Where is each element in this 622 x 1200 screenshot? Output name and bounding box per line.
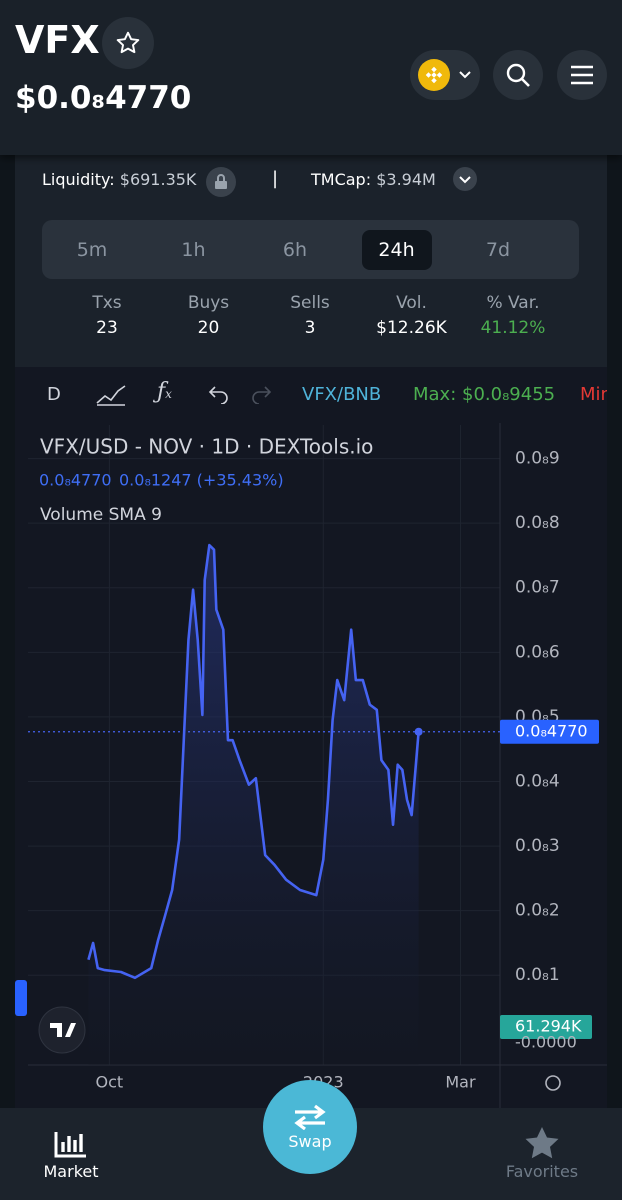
nav-market[interactable]: Market xyxy=(43,1162,99,1181)
lock-icon xyxy=(206,167,236,197)
y-tick-label: 0.0₈9 xyxy=(515,449,560,469)
min-label: Min xyxy=(580,384,607,405)
stat-label: % Var. xyxy=(486,293,540,313)
menu-button[interactable] xyxy=(557,50,607,100)
header: VFX $0.0₈4770 xyxy=(0,0,622,155)
stat-value: 41.12% xyxy=(480,318,546,338)
max-label: Max: xyxy=(413,384,457,405)
x-tick-label: Oct xyxy=(96,1073,124,1092)
settings-icon xyxy=(545,1075,561,1091)
y-tick-label: 0.0₈7 xyxy=(515,578,560,598)
side-toggle xyxy=(15,980,27,1016)
last-price-label: 0.0₈4770 xyxy=(515,721,588,740)
timeframe-tab[interactable]: 6h xyxy=(282,239,308,261)
last-price-badge xyxy=(500,719,599,744)
indicators-button[interactable]: ƒx xyxy=(157,379,172,404)
y-tick-label: 0.0₈6 xyxy=(515,642,560,662)
price-line xyxy=(87,543,420,980)
tmcap: TMCap: $3.94M xyxy=(311,170,436,189)
volume-axis-label: -0.0000 xyxy=(515,1033,577,1052)
tmcap-value: $3.94M xyxy=(376,170,436,189)
symbol: VFX xyxy=(15,18,100,62)
stat-value: $12.26K xyxy=(376,318,447,338)
search-button[interactable] xyxy=(493,50,543,100)
stat-label: Buys xyxy=(187,293,230,313)
swap-label: Swap xyxy=(288,1131,332,1151)
chart-type-icon[interactable] xyxy=(95,381,127,407)
tradingview-mark xyxy=(50,1023,76,1037)
favorite-button[interactable] xyxy=(102,17,154,69)
max-value: $0.0₈9455 xyxy=(462,384,556,405)
x-tick-label: Mar xyxy=(445,1073,476,1092)
liquidity-label: Liquidity: xyxy=(42,170,115,189)
search-icon xyxy=(506,63,530,87)
bnb-logo xyxy=(425,66,443,84)
stat-value: 23 xyxy=(96,318,118,338)
y-tick-label: 0.0₈1 xyxy=(515,965,560,985)
stat-label: Txs xyxy=(92,293,122,313)
y-tick-label: 0.0₈4 xyxy=(515,771,560,791)
swap-button[interactable]: Swap xyxy=(263,1080,357,1174)
expand-button[interactable] xyxy=(453,167,477,191)
volume-badge-label: 61.294K xyxy=(515,1017,582,1036)
swap-icon xyxy=(294,1104,326,1130)
nav-favorites[interactable]: Favorites xyxy=(505,1162,579,1181)
stats: Txs 23 Buys 20 Sells 3 Vol. $12.26K % Var. 41.12% xyxy=(15,293,607,353)
chevron xyxy=(459,71,471,79)
legend-price: 0.0₈4770 xyxy=(39,471,112,490)
timeframe-tab[interactable]: 7d xyxy=(485,239,511,261)
separator: | xyxy=(272,168,279,189)
stat-label: Sells xyxy=(290,293,330,313)
timeframe-tab[interactable]: 1h xyxy=(181,239,206,261)
price: $0.0₈4770 xyxy=(15,80,192,116)
area-fill xyxy=(88,545,419,1065)
max: Max: $0.0₈9455 xyxy=(413,384,555,405)
stat-label: Vol. xyxy=(396,293,427,313)
legend-title: VFX/USD - NOV · 1D · DEXTools.io xyxy=(40,435,373,459)
chart-toolbar: D ƒx VFX/BNB Max: $0.0₈9455 Min xyxy=(15,367,607,423)
legend-volume: Volume SMA 9 xyxy=(40,505,162,525)
liquidity-value: $691.35K xyxy=(119,170,197,189)
info-panel: Liquidity: $691.35K | TMCap: $3.94M 5m 1h… xyxy=(15,155,607,367)
star-icon xyxy=(116,31,140,54)
chevron xyxy=(459,175,471,183)
volume-badge xyxy=(500,1015,592,1039)
liquidity: Liquidity: $691.35K xyxy=(42,170,196,189)
timeframe-tab[interactable]: 24h xyxy=(361,230,432,270)
price-chart: 0.0₈10.0₈20.0₈30.0₈40.0₈50.0₈60.0₈70.0₈8… xyxy=(15,423,607,1108)
market-icon xyxy=(54,1132,86,1158)
tmcap-label: TMCap: xyxy=(311,170,372,189)
interval-button[interactable]: D xyxy=(47,384,61,405)
menu-icon xyxy=(571,65,593,85)
timeframe-tabs: 5m 1h 6h 24h 7d xyxy=(42,220,579,279)
stat-value: 3 xyxy=(304,318,316,338)
chain-selector[interactable] xyxy=(410,50,480,100)
favorites-icon xyxy=(525,1127,559,1159)
lock-glyph xyxy=(215,174,227,189)
redo-icon[interactable] xyxy=(249,384,273,404)
bnb-icon xyxy=(418,59,450,91)
y-tick-label: 0.0₈8 xyxy=(515,513,560,533)
legend-change: 0.0₈1247 (+35.43%) xyxy=(119,471,284,490)
y-tick-label: 0.0₈3 xyxy=(515,836,560,856)
stat-value: 20 xyxy=(197,318,220,338)
timeframe-tab[interactable]: 5m xyxy=(76,239,108,261)
y-tick-label: 0.0₈2 xyxy=(515,901,560,921)
undo-icon[interactable] xyxy=(207,384,231,404)
pair[interactable]: VFX/BNB xyxy=(302,384,382,405)
